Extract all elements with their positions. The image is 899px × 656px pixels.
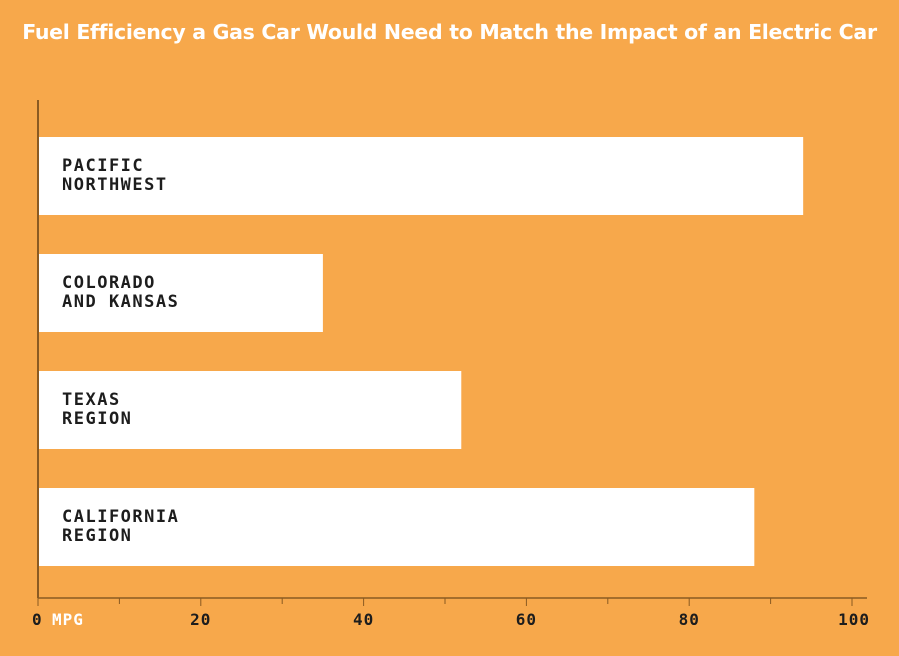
category-label-0: PACIFIC NORTHWEST bbox=[62, 156, 168, 195]
category-label-2: TEXAS REGION bbox=[62, 390, 132, 429]
category-label-line: PACIFIC bbox=[62, 156, 144, 176]
x-unit-label: MPG bbox=[52, 610, 84, 629]
category-label-line: REGION bbox=[62, 526, 132, 546]
x-tick-label-0: 0 bbox=[32, 610, 43, 629]
bar-3 bbox=[39, 488, 755, 566]
category-label-line: NORTHWEST bbox=[62, 175, 168, 195]
bar-1 bbox=[39, 254, 323, 332]
chart-title: Fuel Efficiency a Gas Car Would Need to … bbox=[22, 20, 877, 44]
category-label-line: REGION bbox=[62, 409, 132, 429]
category-label-1: COLORADO AND KANSAS bbox=[62, 273, 179, 312]
x-tick-label-5: 100 bbox=[838, 610, 870, 629]
x-tick-label-2: 40 bbox=[353, 610, 374, 629]
x-tick-label-1: 20 bbox=[190, 610, 211, 629]
x-tick-label-3: 60 bbox=[516, 610, 537, 629]
category-label-3: CALIFORNIA REGION bbox=[62, 507, 179, 546]
x-tick-label-4: 80 bbox=[679, 610, 700, 629]
bar-2 bbox=[39, 371, 462, 449]
category-label-line: CALIFORNIA bbox=[62, 507, 179, 527]
bar-0 bbox=[39, 137, 804, 215]
category-label-line: TEXAS bbox=[62, 390, 121, 410]
category-label-line: AND KANSAS bbox=[62, 292, 179, 312]
category-label-line: COLORADO bbox=[62, 273, 156, 293]
